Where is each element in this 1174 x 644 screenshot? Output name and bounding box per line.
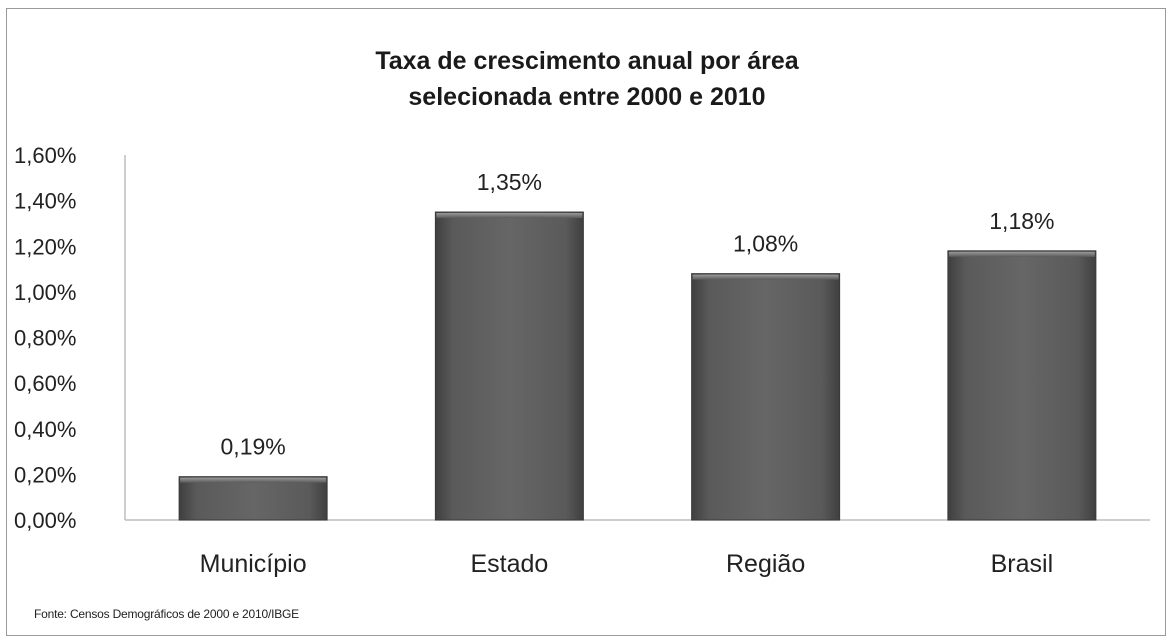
x-category-label: Estado	[470, 550, 548, 578]
data-label: 1,08%	[733, 231, 798, 257]
x-category-label: Brasil	[991, 550, 1054, 578]
bar-top-bevel	[180, 477, 327, 483]
y-tick-label: 0,00%	[14, 508, 76, 533]
bar	[947, 250, 1097, 521]
chart-title-line-2: selecionada entre 2000 e 2010	[408, 83, 766, 111]
bar	[434, 211, 584, 521]
y-tick-label: 1,40%	[14, 189, 76, 214]
data-label: 1,18%	[989, 208, 1054, 234]
y-tick-label: 1,60%	[14, 143, 76, 168]
data-label: 0,19%	[221, 434, 286, 460]
y-tick-label: 1,00%	[14, 280, 76, 305]
chart-title-line-1: Taxa de crescimento anual por área	[375, 47, 799, 75]
y-tick-label: 0,80%	[14, 326, 76, 351]
y-tick-label: 0,60%	[14, 371, 76, 396]
y-tick-label: 1,20%	[14, 234, 76, 259]
bar	[691, 273, 841, 521]
x-category-label: Região	[726, 550, 805, 578]
y-tick-label: 0,20%	[14, 462, 76, 487]
x-category-label: Município	[200, 550, 307, 578]
source-note: Fonte: Censos Demográficos de 2000 e 201…	[34, 607, 299, 621]
data-label: 1,35%	[477, 169, 542, 195]
bar	[178, 476, 328, 521]
bar-top-bevel	[436, 213, 583, 219]
y-tick-label: 0,40%	[14, 417, 76, 442]
bar-top-bevel	[692, 274, 839, 280]
bar-top-bevel	[948, 251, 1095, 257]
